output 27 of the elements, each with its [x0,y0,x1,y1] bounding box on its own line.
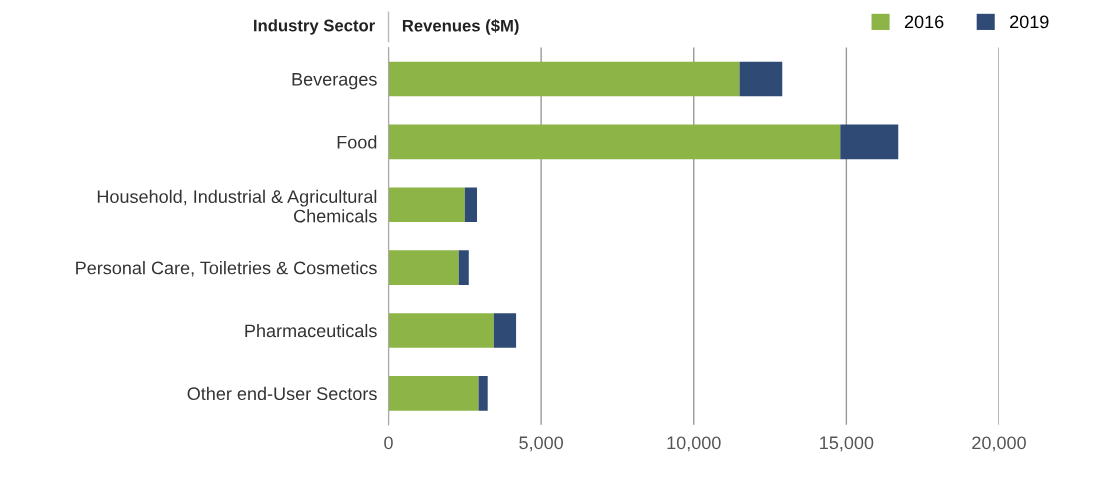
bar [388,376,479,411]
legend-label: 2016 [904,15,944,29]
y-tick-label: Beverages [292,73,377,90]
y-tick-label: Pharmaceuticals [245,323,377,338]
x-axis-title: Revenues ($M) [402,19,519,35]
x-tick-label: 10,000 [667,436,721,452]
y-tick-label: Food [337,135,377,149]
bar [464,187,478,223]
x-tick-label: 0 [384,436,393,450]
legend-label: 2019 [1010,15,1049,29]
x-tick-label: 15,000 [820,436,874,452]
y-tick-label: Household, Industrial & Agricultural Chemicals [97,189,377,223]
bar [840,124,899,160]
bar [458,250,469,285]
bar [388,61,740,97]
bar [388,250,459,285]
bar [388,313,494,348]
bar [739,61,783,97]
bar [478,376,488,411]
x-tick-label: 5,000 [519,436,564,452]
y-tick-label: Other end-User Sectors [187,386,377,401]
x-tick-label: 20,000 [972,436,1026,452]
bar [388,187,465,223]
y-axis-title: Industry Sector [254,19,375,35]
y-tick-label: Personal Care, Toiletries & Cosmetics [76,261,377,277]
bar [388,124,841,160]
bar [493,313,517,348]
